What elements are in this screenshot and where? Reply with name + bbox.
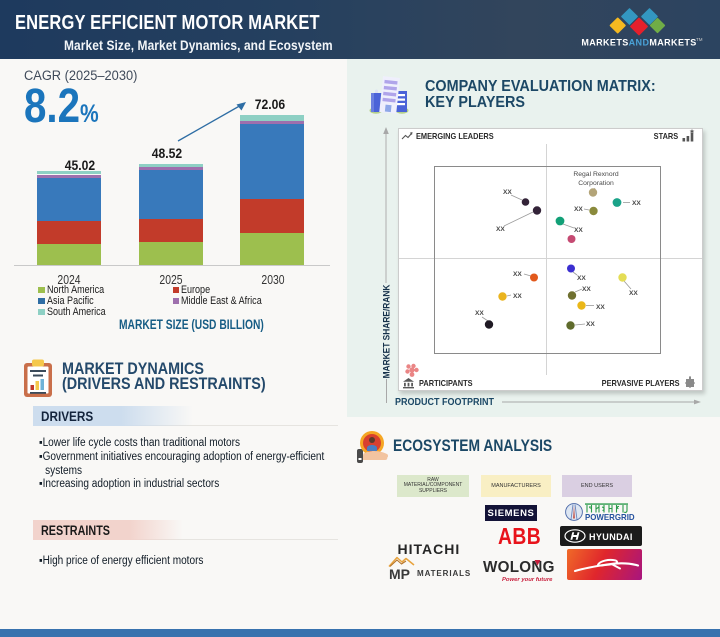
svg-text:Corporation: Corporation [578, 180, 614, 187]
svg-text:XX: XX [582, 286, 591, 293]
svg-text:TM: TM [696, 37, 703, 42]
svg-text:XX: XX [574, 227, 583, 234]
svg-text:XX: XX [586, 321, 595, 328]
svg-text:Regal Rexnord: Regal Rexnord [573, 171, 619, 178]
svg-text:XX: XX [632, 200, 641, 207]
svg-text:XX: XX [496, 226, 505, 233]
svg-text:XX: XX [574, 206, 583, 213]
svg-text:XX: XX [503, 189, 512, 196]
svg-text:XX: XX [629, 290, 638, 297]
svg-text:XX: XX [475, 310, 484, 317]
svg-text:MARKETSANDMARKETS: MARKETSANDMARKETS [581, 38, 696, 48]
svg-text:XX: XX [513, 271, 522, 278]
svg-text:XX: XX [596, 304, 605, 311]
svg-text:XX: XX [513, 293, 522, 300]
svg-text:XX: XX [577, 275, 586, 282]
